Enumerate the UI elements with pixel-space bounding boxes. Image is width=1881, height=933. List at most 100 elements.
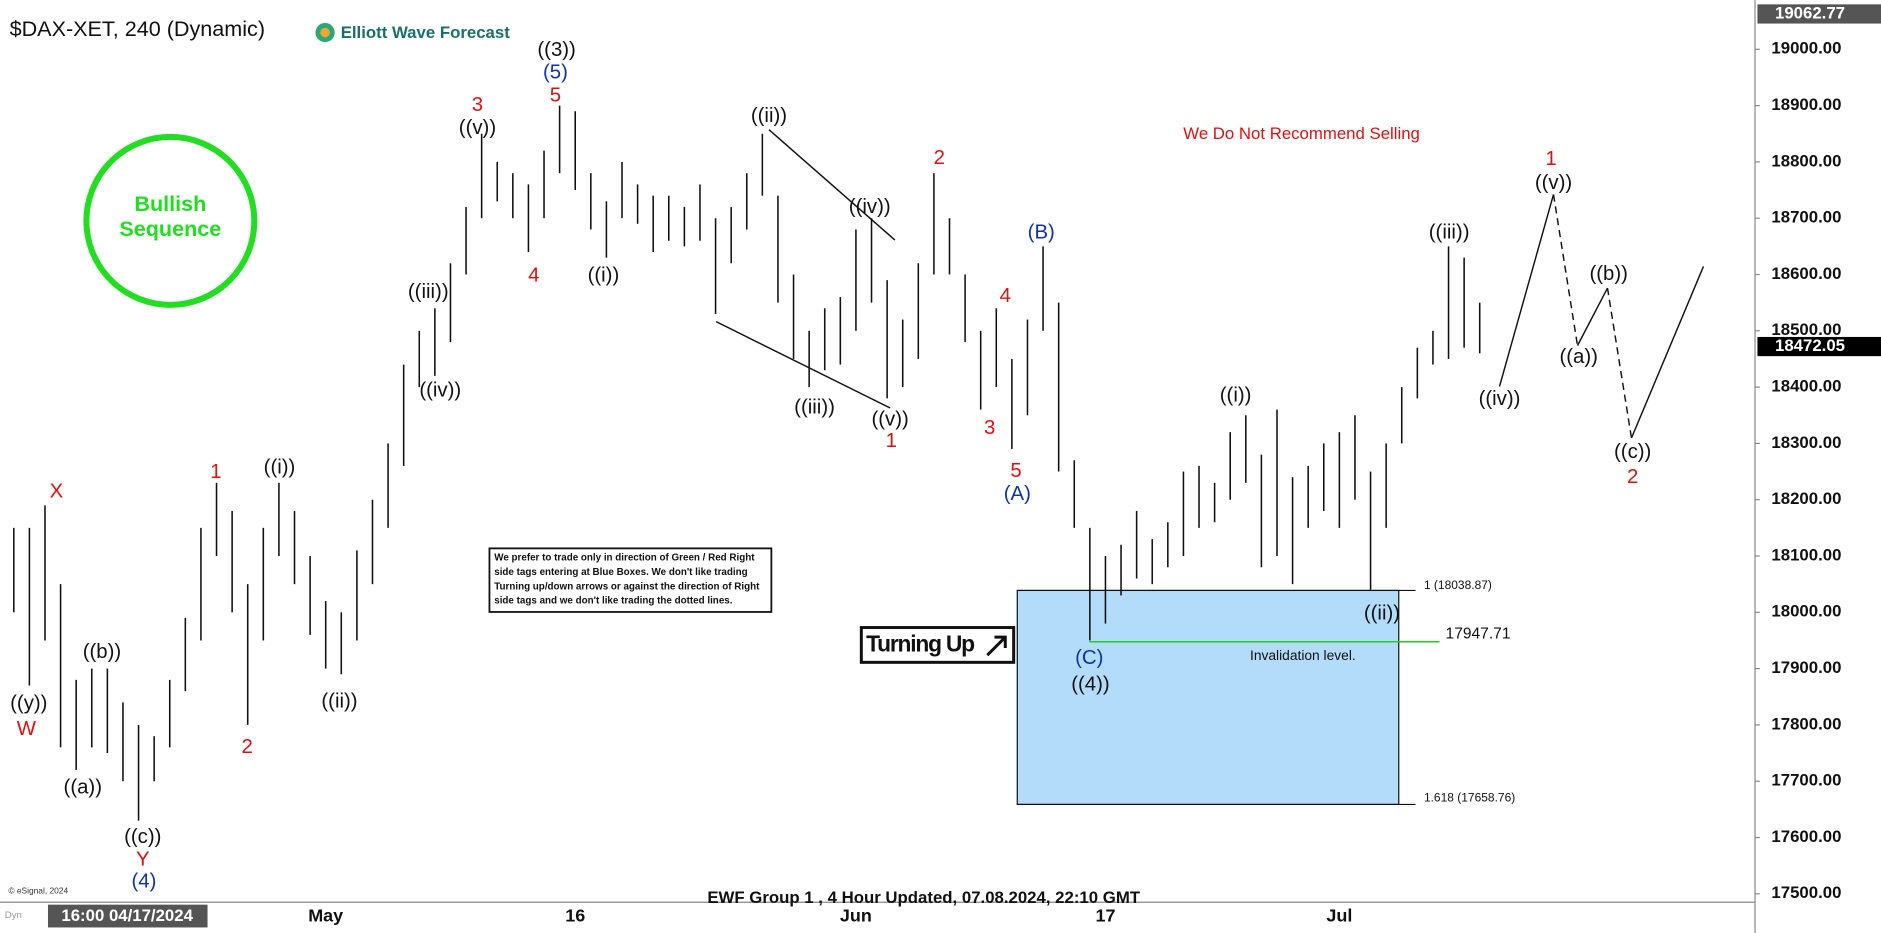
y-tick-label: 18600.00 (1771, 264, 1841, 283)
wave-label: ((i)) (588, 264, 620, 286)
warning: We Do Not Recommend Selling (1183, 124, 1420, 143)
wave-label: (A) (1004, 483, 1031, 505)
zone-label: 1 (18038.87) (1424, 578, 1492, 592)
wave-label: ((a)) (1559, 346, 1597, 368)
signal-box (859, 626, 1016, 664)
wave-label: ((iii)) (1429, 221, 1470, 243)
x-tick-label: 17 (1095, 905, 1115, 925)
wave-label: 2 (934, 147, 945, 169)
wedge-line (768, 129, 896, 241)
wave-label: (5) (543, 62, 568, 84)
wave-label: ((iii)) (408, 281, 449, 303)
note-text: side tags entering at Blue Boxes. We don… (494, 567, 747, 578)
wave-label: ((ii)) (751, 105, 787, 127)
projection-line (1606, 287, 1633, 439)
wave-label: 3 (472, 94, 483, 116)
signal-text: Turning Up (866, 631, 974, 657)
y-tick-label: 18900.00 (1771, 95, 1841, 114)
logo-icon-inner (320, 27, 330, 38)
platform: Dyn (5, 910, 22, 921)
wave-label: (B) (1028, 221, 1055, 243)
badge-circle (83, 133, 258, 308)
last-price-label: 18472.05 (1775, 336, 1845, 355)
y-tick-label: 18300.00 (1771, 433, 1841, 452)
badge-text: Bullish (134, 191, 206, 216)
projection-line (1576, 287, 1609, 346)
x-tick-label: 16 (565, 905, 585, 925)
copyright: © eSignal, 2024 (8, 886, 68, 896)
signal-arrow (986, 635, 1007, 657)
footer: EWF Group 1 , 4 Hour Updated, 07.08.2024… (707, 888, 1140, 907)
wave-label: ((b)) (83, 641, 121, 663)
wave-label: ((i)) (264, 456, 296, 478)
axis-top-label: 19062.77 (1775, 3, 1845, 22)
x-tick-label: May (308, 905, 343, 925)
wave-label: 4 (528, 264, 539, 286)
wave-label: ((y)) (10, 693, 47, 715)
wave-label: ((ii)) (321, 690, 357, 712)
wave-label: W (17, 718, 37, 740)
wave-label: ((iv)) (419, 380, 461, 402)
wave-label: 1 (210, 461, 221, 483)
note-text: We prefer to trade only in direction of … (494, 553, 755, 564)
wave-label: ((4)) (1071, 674, 1109, 696)
wave-label: ((b)) (1589, 263, 1627, 285)
zone-label: 1.618 (17658.76) (1424, 791, 1515, 805)
wave-label: ((v)) (459, 117, 496, 139)
y-tick-label: 18500.00 (1771, 320, 1841, 339)
y-tick-label: 18200.00 (1771, 489, 1841, 508)
y-tick-label: 18000.00 (1771, 602, 1841, 621)
wave-label: ((c)) (124, 826, 161, 848)
wave-label: ((c)) (1614, 441, 1651, 463)
wave-label: 2 (1627, 466, 1638, 488)
wave-label: 5 (550, 85, 561, 107)
projection (715, 129, 1705, 439)
wedge-line (715, 321, 891, 409)
chart-title: $DAX-XET, 240 (Dynamic) (10, 16, 265, 41)
wave-label: 1 (1545, 148, 1556, 170)
y-tick-label: 17900.00 (1771, 658, 1841, 677)
projection-line (1498, 194, 1555, 387)
y-tick-label: 18400.00 (1771, 377, 1841, 396)
y-tick-label: 17600.00 (1771, 827, 1841, 846)
wave-label: ((iv)) (1479, 388, 1521, 410)
wave-label: ((i)) (1220, 384, 1252, 406)
cursor-date: 16:00 04/17/2024 (61, 906, 193, 925)
wave-label: ((iii)) (794, 396, 835, 418)
last-price-box (1757, 336, 1881, 357)
projection-line (1630, 266, 1705, 439)
y-tick-label: 18800.00 (1771, 151, 1841, 170)
wave-label: ((v)) (1535, 172, 1572, 194)
invalidation-value: 17947.71 (1446, 626, 1511, 643)
y-tick-label: 17700.00 (1771, 771, 1841, 790)
wave-label: ((v)) (871, 408, 908, 430)
y-tick-label: 17500.00 (1771, 883, 1841, 902)
badge-text: Sequence (119, 216, 221, 241)
zone-box (1016, 589, 1400, 806)
x-tick-label: Jun (840, 905, 872, 925)
invalidation-text: Invalidation level. (1250, 648, 1356, 663)
wave-label: 1 (886, 430, 897, 452)
note-text: Turning up/down arrows or against the di… (494, 581, 760, 592)
wave-label: 3 (984, 417, 995, 439)
wave-label: ((iv)) (849, 196, 891, 218)
wave-label: ((a)) (64, 777, 102, 799)
wave-label: 2 (241, 736, 252, 758)
wave-label: (C) (1075, 647, 1103, 669)
y-tick-label: 19000.00 (1771, 39, 1841, 58)
wave-label: X (50, 480, 64, 502)
y-tick-label: 18700.00 (1771, 208, 1841, 227)
wave-label: ((3)) (537, 39, 575, 61)
note-box (488, 547, 773, 613)
wave-label: 5 (1010, 460, 1021, 482)
wave-label: ((ii)) (1364, 603, 1400, 625)
x-tick-label: Jul (1326, 905, 1352, 925)
logo: Elliott Wave Forecast (341, 23, 511, 42)
cursor-date-box (47, 904, 208, 928)
projection-line (1552, 194, 1579, 346)
y-tick-label: 18100.00 (1771, 545, 1841, 564)
wave-label: (4) (132, 870, 157, 892)
